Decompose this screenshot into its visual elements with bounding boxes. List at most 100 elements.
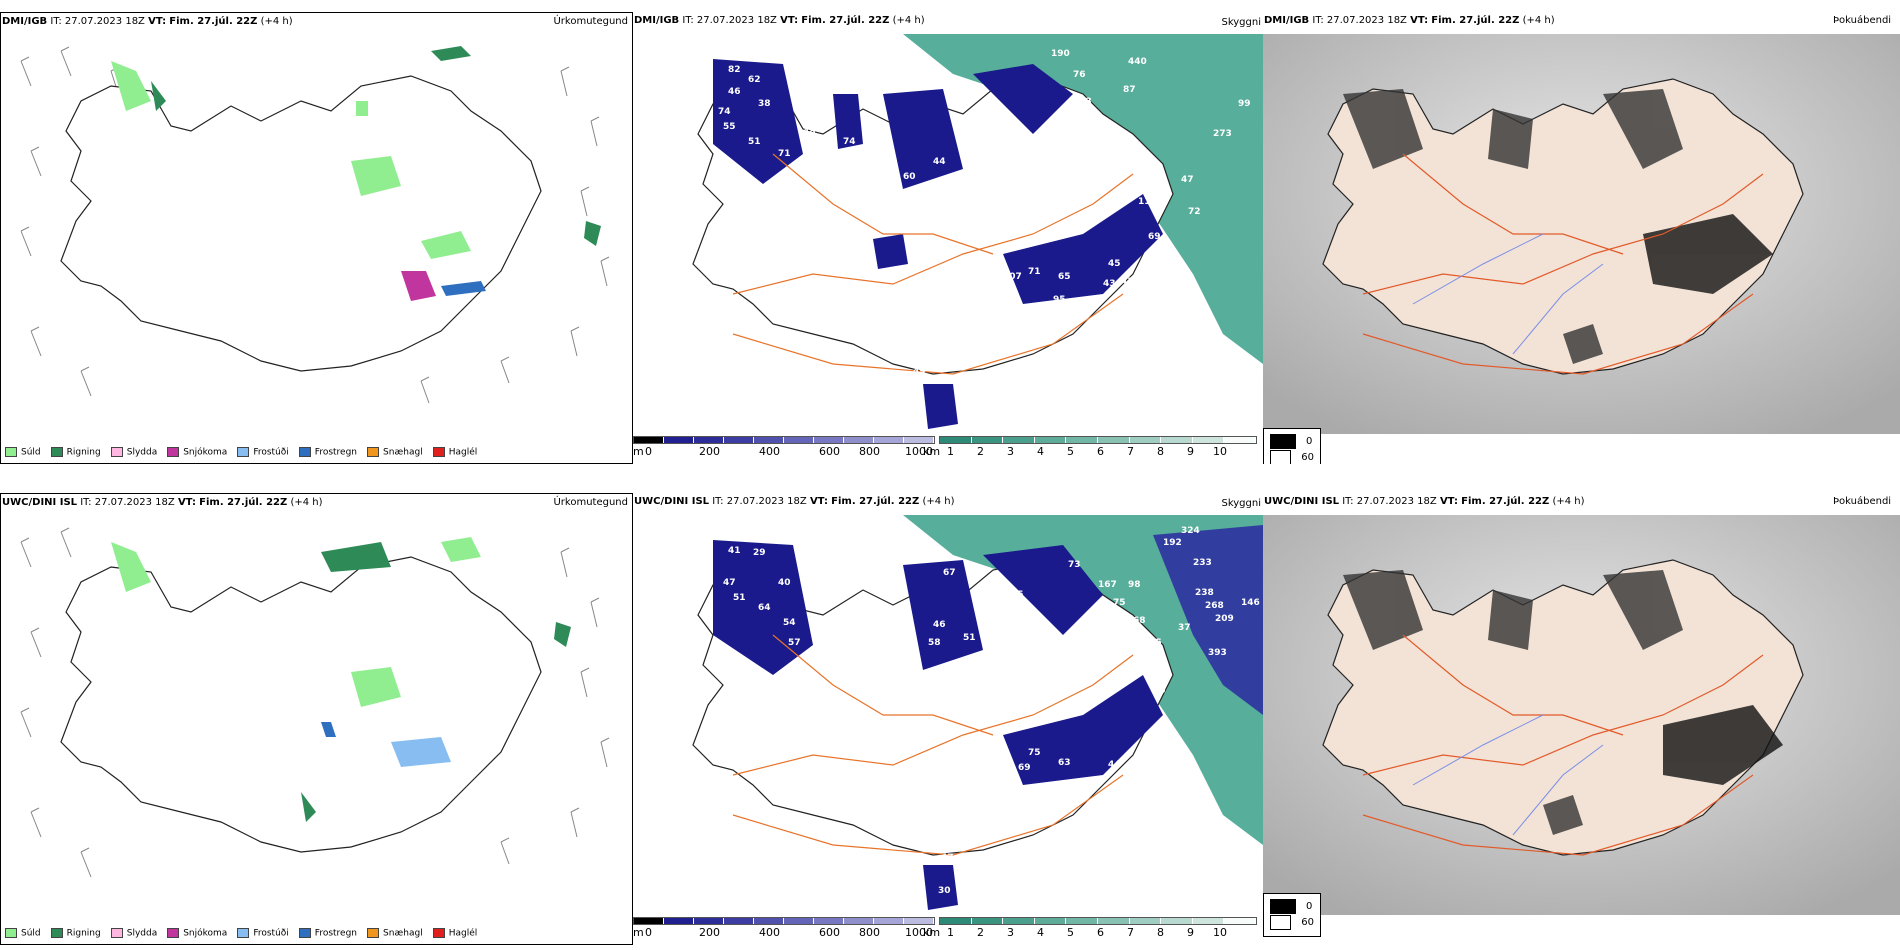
cloud-label: 63 bbox=[1058, 758, 1071, 768]
visibility-scale-bar bbox=[939, 436, 1257, 444]
fog-legend: 0 60 bbox=[1263, 428, 1321, 464]
precip-map bbox=[20, 527, 610, 878]
cloud-label: 53 bbox=[963, 187, 976, 197]
visibility-scale-bar bbox=[939, 917, 1257, 925]
cloud-label: 75 bbox=[1113, 598, 1126, 608]
cloud-base-labels: 41 29 47 40 37 51 64 54 57 59 67 46 58 5… bbox=[723, 526, 1260, 896]
legend-item: Rigning bbox=[50, 928, 101, 939]
cloud-label: 68 bbox=[1133, 616, 1146, 626]
cloud-label: 69 bbox=[1148, 232, 1161, 242]
fog-panel-row2: UWC/DINI ISL IT: 27.07.2023 18Z VT: Fim.… bbox=[1263, 493, 1900, 945]
cloud-label: 56 bbox=[981, 628, 994, 638]
cloud-label: 65 bbox=[1011, 590, 1024, 600]
sea-vis-area bbox=[903, 515, 1263, 845]
visibility-scale-labels: km 1 2 3 4 5 6 7 8 9 10 bbox=[923, 444, 1257, 458]
scale-tick: 5 bbox=[1067, 926, 1074, 939]
cloud-label: 98 bbox=[1128, 580, 1141, 590]
cloud-label: 65 bbox=[1058, 272, 1071, 282]
cloud-label: 41 bbox=[808, 139, 821, 149]
cloud-label: 43 bbox=[1103, 279, 1116, 289]
cloud-label: 440 bbox=[1128, 57, 1147, 67]
cloud-panel-row1: DMI/IGB IT: 27.07.2023 18Z VT: Fim. 27.j… bbox=[633, 12, 1263, 464]
cloud-label: 209 bbox=[1215, 614, 1234, 624]
scale-tick: 200 bbox=[699, 926, 720, 939]
cloud-label: 46 bbox=[933, 620, 946, 630]
cloud-panel-row2: UWC/DINI ISL IT: 27.07.2023 18Z VT: Fim.… bbox=[633, 493, 1263, 945]
legend-item: Frostúði bbox=[237, 447, 289, 458]
cloud-label: 46 bbox=[728, 87, 741, 97]
panel-header: UWC/DINI ISL IT: 27.07.2023 18Z VT: Fim.… bbox=[634, 496, 955, 507]
cloud-label: 93 bbox=[911, 259, 924, 269]
legend-item: Slydda bbox=[110, 928, 157, 939]
legend-item: Súld bbox=[5, 447, 41, 458]
rivers bbox=[1412, 714, 1604, 836]
panel-title: Þokuábendi bbox=[1833, 15, 1892, 26]
fog-areas bbox=[1343, 89, 1773, 364]
wind-barbs bbox=[20, 46, 610, 404]
panel-title: Skyggni bbox=[1221, 17, 1261, 28]
cloud-label: 41 bbox=[1121, 277, 1134, 287]
cloud-label: 62 bbox=[748, 75, 761, 85]
cloud-label: 37 bbox=[911, 399, 924, 409]
cloud-label: 75 bbox=[1028, 748, 1041, 758]
visibility-scale: km 1 2 3 4 5 6 7 8 9 10 bbox=[923, 436, 1257, 458]
wind-barbs bbox=[20, 527, 610, 878]
scale-tick: 0 bbox=[645, 926, 652, 939]
scale-tick: 600 bbox=[819, 926, 840, 939]
cloud-label: 51 bbox=[963, 633, 976, 643]
scale-tick: 10 bbox=[1213, 926, 1227, 939]
cloud-label: 238 bbox=[1195, 588, 1214, 598]
cloud-label: 60 bbox=[903, 172, 916, 182]
low-cloud-areas bbox=[713, 540, 1163, 910]
legend-item: Snjókoma bbox=[167, 447, 227, 458]
cloud-label: 43 bbox=[1143, 267, 1156, 277]
cloud-label: 273 bbox=[1213, 129, 1232, 139]
cloud-label: 47 bbox=[941, 853, 954, 863]
cloud-label: 72 bbox=[1188, 207, 1201, 217]
fog-legend: 0 60 bbox=[1263, 893, 1321, 937]
cloud-label: 146 bbox=[1241, 598, 1260, 608]
scale-tick: 7 bbox=[1127, 445, 1134, 458]
panel-header: DMI/IGB IT: 27.07.2023 18Z VT: Fim. 27.j… bbox=[634, 15, 925, 26]
drizzle-areas bbox=[111, 61, 471, 259]
cloud-label: 37 bbox=[803, 580, 816, 590]
scale-unit: km bbox=[923, 445, 941, 458]
precip-legend: Súld Rigning Slydda Snjókoma Frostúði Fr… bbox=[5, 928, 477, 939]
scale-tick: 10 bbox=[1213, 445, 1227, 458]
road-network bbox=[732, 634, 1134, 856]
sea-vis-area bbox=[903, 34, 1263, 364]
scale-unit: m bbox=[633, 445, 644, 458]
height-scale: m 0 200 400 600 800 1000 bbox=[633, 917, 935, 939]
road-network bbox=[1362, 634, 1764, 856]
cloud-label: 45 bbox=[1108, 259, 1121, 269]
cloud-label: 50 bbox=[1153, 686, 1166, 696]
scale-tick: 400 bbox=[759, 926, 780, 939]
rain-areas bbox=[301, 542, 571, 822]
cloud-label: 112 bbox=[1003, 172, 1022, 182]
fog-areas bbox=[1343, 570, 1783, 835]
scale-tick: 2 bbox=[977, 445, 984, 458]
fog-legend-item: 0 bbox=[1270, 433, 1314, 449]
freezing-rain-areas bbox=[321, 722, 336, 737]
legend-item: Haglél bbox=[432, 447, 477, 458]
cloud-label: 393 bbox=[1208, 648, 1227, 658]
scale-tick: 9 bbox=[1187, 445, 1194, 458]
iceland-land bbox=[1322, 78, 1804, 375]
visibility-scale: km 1 2 3 4 5 6 7 8 9 10 bbox=[923, 917, 1257, 939]
scale-tick: 200 bbox=[699, 445, 720, 458]
cloud-label: 48 bbox=[803, 127, 816, 137]
panel-header: DMI/IGB IT: 27.07.2023 18Z VT: Fim. 27.j… bbox=[1264, 15, 1555, 26]
cloud-label: 29 bbox=[753, 548, 766, 558]
cloud-label: 49 bbox=[913, 367, 926, 377]
cloud-label: 153 bbox=[1073, 97, 1092, 107]
panel-header: UWC/DINI ISL IT: 27.07.2023 18Z VT: Fim.… bbox=[2, 497, 323, 508]
iceland-outline bbox=[60, 75, 542, 372]
panel-title: Úrkomutegund bbox=[553, 16, 628, 27]
panel-title: Skyggni bbox=[1221, 498, 1261, 509]
panel-header: UWC/DINI ISL IT: 27.07.2023 18Z VT: Fim.… bbox=[1264, 496, 1585, 507]
scale-tick: 400 bbox=[759, 445, 780, 458]
cloud-label: 324 bbox=[1181, 526, 1200, 536]
scale-tick: 9 bbox=[1187, 926, 1194, 939]
road-network bbox=[1362, 153, 1764, 375]
scale-tick: 4 bbox=[1037, 926, 1044, 939]
